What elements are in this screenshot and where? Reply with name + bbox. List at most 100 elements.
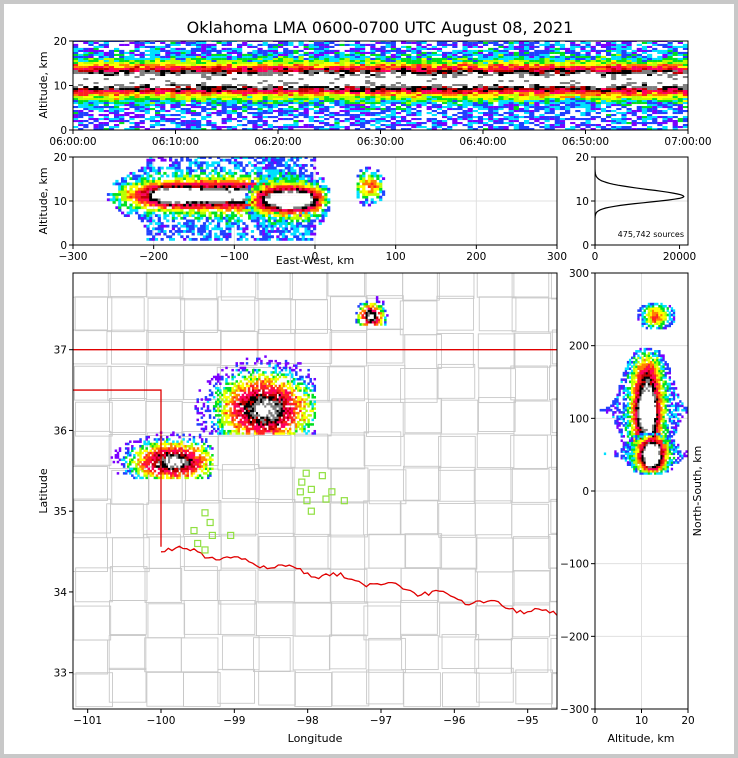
altitude-time-bin [272, 99, 279, 103]
altitude-time-bin [134, 123, 140, 127]
altitude-time-bin [442, 111, 448, 115]
altitude-time-bin [134, 83, 140, 87]
altitude-time-bin [662, 81, 668, 85]
altitude-time-bin [539, 59, 545, 63]
altitude-time-bin [447, 87, 453, 91]
altitude-time-bin [308, 117, 314, 121]
altitude-time-bin [390, 103, 396, 107]
altitude-time-bin [201, 59, 207, 63]
altitude-time-bin [98, 59, 104, 63]
altitude-time-bin [621, 51, 627, 55]
altitude-time-bin [262, 53, 268, 57]
altitude-time-bin [585, 93, 591, 97]
altitude-time-bin [672, 101, 678, 105]
altitude-time-bin [611, 99, 617, 103]
east-west-bin [146, 219, 150, 223]
altitude-time-bin [421, 99, 427, 103]
altitude-time-bin [278, 69, 284, 73]
altitude-time-bin [98, 69, 104, 73]
altitude-time-bin [370, 87, 376, 91]
altitude-time-bin [288, 53, 294, 57]
altitude-time-bin [385, 113, 391, 117]
altitude-time-bin [549, 93, 555, 97]
altitude-time-bin [406, 81, 412, 85]
altitude-time-bin [426, 101, 432, 105]
altitude-time-bin [211, 125, 217, 129]
altitude-time-bin [667, 53, 673, 57]
altitude-time-bin [98, 53, 104, 57]
altitude-time-bin [185, 109, 191, 113]
altitude-time-bin [606, 95, 612, 99]
altitude-time-bin [421, 95, 427, 99]
east-west-bin [137, 216, 142, 220]
altitude-time-bin [149, 57, 156, 61]
altitude-time-bin [611, 63, 617, 67]
altitude-time-bin [308, 77, 314, 81]
altitude-time-bin [190, 111, 197, 115]
altitude-time-bin [124, 55, 130, 59]
altitude-time-bin [329, 45, 335, 48]
altitude-time-bin [657, 73, 663, 77]
altitude-time-bin [247, 51, 253, 55]
altitude-time-bin [267, 67, 273, 71]
altitude-time-bin [93, 103, 99, 107]
altitude-time-bin [180, 115, 186, 119]
altitude-time-bin [647, 121, 653, 125]
altitude-time-bin [319, 99, 325, 103]
altitude-time-bin [503, 89, 509, 93]
altitude-time-bin [165, 117, 171, 121]
altitude-time-bin [611, 67, 617, 71]
altitude-time-bin [457, 75, 463, 79]
altitude-time-bin [114, 71, 120, 75]
altitude-time-bin [308, 51, 314, 55]
altitude-time-bin [503, 101, 509, 105]
altitude-time-bin [498, 101, 504, 105]
altitude-time-bin [175, 55, 181, 59]
altitude-time-bin [570, 77, 576, 81]
altitude-time-bin [636, 57, 642, 61]
altitude-time-bin [390, 57, 396, 61]
altitude-time-bin [467, 99, 473, 103]
altitude-time-bin [206, 47, 212, 50]
altitude-time-bin [324, 73, 330, 77]
altitude-time-bin [114, 59, 120, 63]
altitude-time-bin [93, 79, 99, 83]
altitude-time-bin [503, 41, 509, 44]
altitude-time-bin [621, 81, 627, 85]
altitude-time-bin [595, 111, 601, 115]
altitude-time-bin [595, 87, 601, 91]
altitude-time-bin [641, 119, 648, 123]
altitude-time-bin [149, 75, 156, 79]
altitude-time-bin [421, 47, 427, 50]
altitude-time-bin [590, 83, 596, 87]
altitude-time-bin [237, 113, 243, 117]
altitude-time-bin [329, 71, 335, 75]
altitude-time-bin [626, 59, 632, 63]
altitude-time-bin [298, 63, 304, 67]
altitude-time-bin [544, 125, 550, 129]
altitude-time-bin [221, 109, 227, 113]
altitude-time-bin [621, 71, 627, 75]
altitude-time-bin [129, 89, 135, 93]
altitude-time-bin [354, 65, 361, 69]
altitude-time-bin [88, 71, 94, 75]
altitude-time-bin [493, 113, 499, 117]
altitude-time-bin [298, 95, 304, 99]
east-west-bin [120, 195, 125, 199]
altitude-time-bin [185, 71, 191, 75]
altitude-time-bin [242, 117, 248, 121]
altitude-time-bin [385, 63, 391, 67]
altitude-time-bin [462, 91, 468, 95]
altitude-time-bin [206, 103, 212, 107]
altitude-time-bin [472, 95, 478, 99]
altitude-time-bin [585, 73, 591, 77]
altitude-time-bin [477, 115, 484, 119]
altitude-time-bin [600, 85, 607, 89]
altitude-time-bin [606, 65, 612, 69]
altitude-time-bin [201, 61, 207, 65]
altitude-time-bin [682, 59, 688, 63]
east-west-bin [137, 169, 142, 173]
altitude-time-bin [201, 51, 207, 55]
altitude-time-bin [88, 89, 94, 93]
altitude-time-bin [267, 111, 273, 115]
